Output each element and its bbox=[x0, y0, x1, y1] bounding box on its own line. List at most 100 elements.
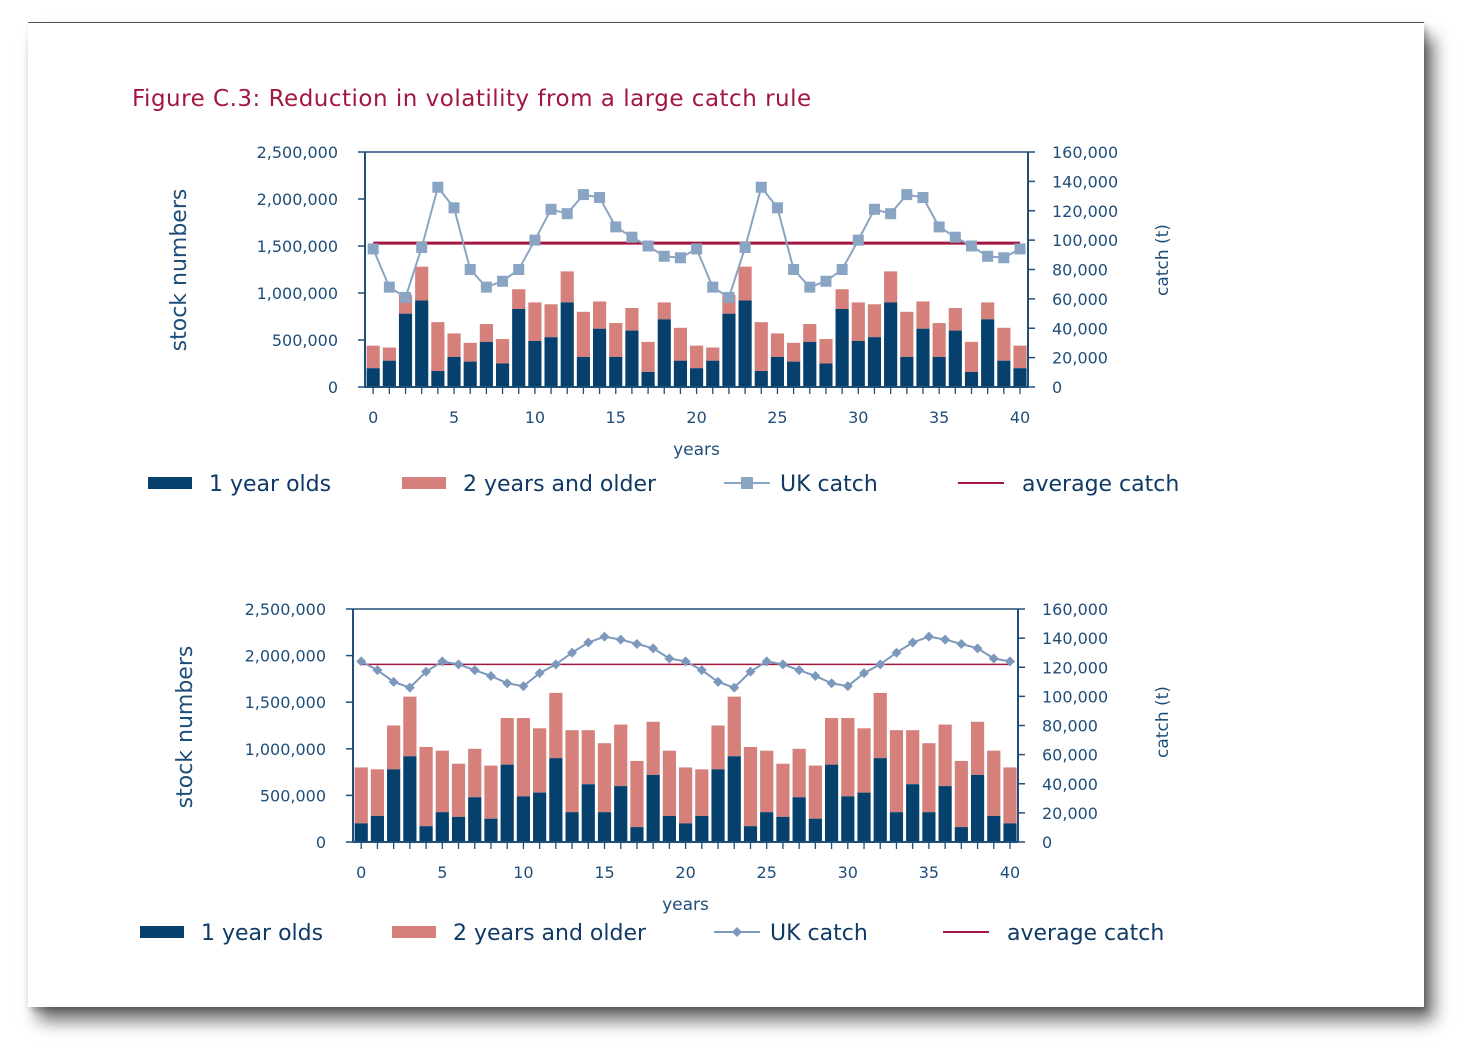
uk-catch-point-25 bbox=[761, 656, 772, 667]
bar-two-years-33 bbox=[889, 730, 904, 813]
right-tick-label-7: 140,000 bbox=[1052, 172, 1118, 191]
bar-one-year-24 bbox=[754, 371, 768, 387]
bar-two-years-25 bbox=[760, 750, 774, 813]
bar-one-year-26 bbox=[776, 816, 790, 842]
legend-swatch-one-year bbox=[148, 477, 192, 489]
uk-catch-point-35 bbox=[923, 631, 934, 642]
bar-two-years-19 bbox=[673, 327, 688, 361]
uk-catch-point-27 bbox=[804, 281, 816, 293]
chart-bottom: 0 500,000 1,000,000 1,500,000 2,000,000 2,500… bbox=[140, 600, 1173, 946]
uk-catch-point-1 bbox=[372, 665, 383, 676]
bar-one-year-27 bbox=[803, 341, 817, 387]
bar-two-years-23 bbox=[738, 266, 752, 301]
bar-one-year-16 bbox=[614, 786, 628, 842]
bar-two-years-39 bbox=[987, 750, 1001, 816]
bar-two-years-6 bbox=[451, 763, 466, 817]
uk-catch-point-18 bbox=[658, 250, 670, 262]
bar-two-years-37 bbox=[954, 760, 968, 828]
right-tick-label-0: 0 bbox=[1052, 378, 1062, 397]
bar-one-year-13 bbox=[576, 356, 590, 387]
bar-two-years-20 bbox=[679, 767, 693, 824]
uk-catch-point-24 bbox=[755, 181, 767, 193]
right-tick-label-7: 140,000 bbox=[1042, 629, 1108, 648]
right-tick-label-6: 120,000 bbox=[1052, 202, 1118, 221]
figure-title: Figure C.3: Reduction in volatility from… bbox=[132, 86, 812, 112]
uk-catch-point-0 bbox=[367, 243, 379, 255]
bar-two-years-16 bbox=[614, 724, 628, 787]
bar-one-year-31 bbox=[857, 792, 871, 842]
bar-two-years-24 bbox=[743, 746, 758, 827]
legend-label-two-years: 2 years and older bbox=[453, 921, 647, 946]
bar-one-year-36 bbox=[938, 786, 952, 842]
left-tick-label-3: 1,500,000 bbox=[245, 693, 326, 712]
bar-one-year-6 bbox=[451, 816, 466, 842]
x-tick-label-3: 15 bbox=[606, 408, 626, 427]
left-axis-label: stock numbers bbox=[167, 189, 192, 352]
uk-catch-point-1 bbox=[383, 281, 395, 293]
uk-catch-point-10 bbox=[518, 681, 529, 692]
bar-two-years-30 bbox=[851, 302, 865, 341]
right-tick-label-2: 40,000 bbox=[1042, 775, 1098, 794]
bar-one-year-32 bbox=[884, 302, 898, 387]
bar-one-year-15 bbox=[609, 356, 623, 387]
uk-catch-point-16 bbox=[615, 634, 626, 645]
uk-catch-point-31 bbox=[868, 203, 880, 215]
bar-two-years-21 bbox=[706, 347, 720, 361]
bar-two-years-11 bbox=[544, 304, 558, 338]
legend-marker-uk-catch bbox=[732, 927, 742, 937]
uk-catch-point-7 bbox=[480, 281, 492, 293]
right-tick-label-8: 160,000 bbox=[1042, 600, 1108, 619]
uk-catch-point-32 bbox=[885, 208, 897, 220]
bar-two-years-8 bbox=[484, 765, 498, 819]
bar-two-years-28 bbox=[819, 339, 833, 364]
uk-catch-point-5 bbox=[437, 656, 448, 667]
left-tick-label-5: 2,500,000 bbox=[245, 600, 326, 619]
bar-one-year-0 bbox=[366, 368, 380, 387]
uk-catch-point-35 bbox=[933, 221, 945, 233]
legend-swatch-two-years bbox=[392, 926, 436, 938]
right-tick-label-3: 60,000 bbox=[1052, 290, 1108, 309]
bar-two-years-40 bbox=[1003, 767, 1017, 824]
bar-one-year-30 bbox=[851, 340, 865, 387]
bar-one-year-26 bbox=[787, 361, 801, 387]
bar-one-year-25 bbox=[770, 356, 785, 387]
bar-one-year-40 bbox=[1013, 368, 1027, 387]
x-axis-label: years bbox=[662, 895, 709, 915]
bar-two-years-30 bbox=[841, 718, 855, 797]
bar-one-year-39 bbox=[997, 360, 1011, 387]
bar-one-year-38 bbox=[970, 774, 985, 842]
bar-one-year-33 bbox=[889, 812, 904, 842]
bar-one-year-37 bbox=[964, 371, 979, 387]
x-tick-label-0: 0 bbox=[356, 863, 366, 882]
bar-one-year-4 bbox=[431, 371, 445, 387]
uk-catch-point-37 bbox=[965, 240, 977, 252]
uk-catch-point-14 bbox=[594, 192, 606, 204]
bar-one-year-0 bbox=[354, 823, 368, 842]
bar-two-years-14 bbox=[592, 301, 607, 329]
uk-catch-point-40 bbox=[1005, 656, 1015, 667]
bar-one-year-19 bbox=[673, 360, 688, 387]
left-tick-label-1: 500,000 bbox=[272, 331, 338, 350]
bar-two-years-32 bbox=[884, 271, 898, 303]
bar-two-years-31 bbox=[867, 304, 882, 338]
right-tick-label-5: 100,000 bbox=[1052, 231, 1118, 250]
bar-one-year-18 bbox=[657, 319, 671, 387]
bar-two-years-18 bbox=[657, 302, 671, 320]
bar-one-year-21 bbox=[695, 815, 709, 842]
uk-catch-point-2 bbox=[400, 291, 412, 303]
bar-one-year-12 bbox=[549, 758, 563, 842]
uk-catch-point-6 bbox=[464, 264, 476, 275]
right-axis-label: catch (t) bbox=[1153, 686, 1173, 758]
bar-two-years-3 bbox=[415, 266, 429, 301]
x-tick-label-2: 10 bbox=[525, 408, 545, 427]
bar-one-year-23 bbox=[727, 756, 741, 842]
uk-catch-point-30 bbox=[852, 234, 864, 246]
bar-one-year-3 bbox=[415, 300, 429, 387]
bar-one-year-22 bbox=[711, 769, 725, 842]
uk-catch-point-3 bbox=[416, 241, 428, 253]
x-tick-label-8: 40 bbox=[1010, 408, 1030, 427]
bar-one-year-7 bbox=[468, 797, 482, 842]
bar-one-year-14 bbox=[581, 784, 595, 842]
bar-two-years-20 bbox=[690, 345, 704, 369]
uk-catch-point-22 bbox=[713, 676, 724, 687]
